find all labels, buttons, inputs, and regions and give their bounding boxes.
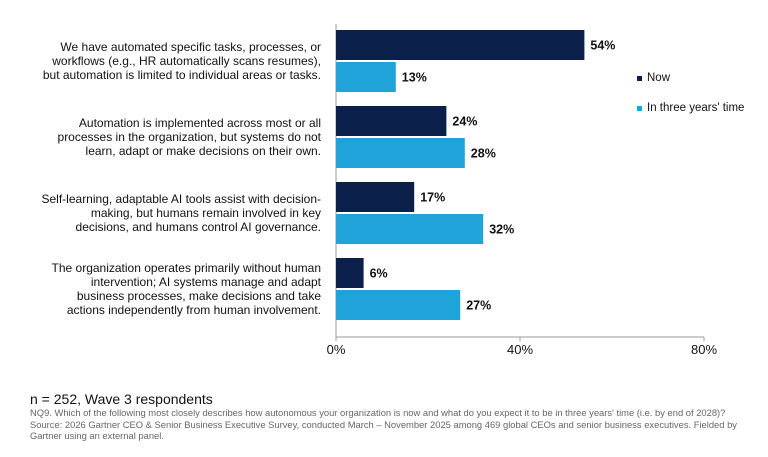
- category-label-line: Self-learning, adaptable AI tools assist…: [41, 192, 322, 206]
- category-label-line: The organization operates primarily with…: [51, 261, 321, 275]
- bar-chart: 0% 40% 80% 54% 13% 24% 28% 17% 32% 6% 27%: [327, 24, 717, 357]
- legend-item: In three years' time: [637, 100, 744, 116]
- category-label-line: making, but humans remain involved in ke…: [90, 206, 321, 220]
- legend-swatch: [637, 105, 642, 111]
- category-label: Automation is implemented across most or…: [21, 116, 321, 158]
- category-label-line: processes in the organization, but syste…: [57, 130, 321, 144]
- data-label: 13%: [402, 71, 427, 85]
- category-label-line: workflows (e.g., HR automatically scans …: [52, 54, 321, 68]
- bar-now-2: [336, 106, 447, 136]
- category-label-line: learn, adapt or make decisions on their …: [85, 144, 321, 158]
- category-label-line: but automation is limited to individual …: [42, 68, 321, 82]
- data-label: 24%: [452, 115, 477, 129]
- category-label: The organization operates primarily with…: [21, 261, 321, 317]
- legend-swatch: [637, 75, 642, 81]
- legend: Now In three years' time: [637, 70, 744, 130]
- data-label: 27%: [466, 299, 491, 313]
- legend-label: Now: [647, 72, 671, 84]
- category-label-line: intervention; AI systems manage and adap…: [90, 275, 321, 289]
- bar-three-years-3: [336, 214, 484, 244]
- category-label-line: business processes, make decisions and t…: [76, 289, 321, 303]
- question-note: NQ9. Which of the following most closely…: [30, 407, 726, 418]
- data-label: 32%: [489, 223, 514, 237]
- category-label: We have automated specific tasks, proces…: [21, 40, 321, 82]
- category-label-line: decisions, and humans control AI governa…: [75, 220, 321, 234]
- data-label: 6%: [370, 267, 388, 281]
- data-label: 17%: [420, 191, 445, 205]
- chart-area: 0% 40% 80% 54% 13% 24% 28% 17% 32% 6% 27% We have …: [21, 24, 744, 357]
- x-tick-label: 0%: [327, 342, 346, 357]
- category-label-line: actions independently from human involve…: [66, 303, 321, 317]
- x-tick-label: 80%: [691, 342, 717, 357]
- data-label: 28%: [471, 147, 496, 161]
- footer: n = 252, Wave 3 respondents NQ9. Which o…: [30, 391, 750, 442]
- category-label-line: We have automated specific tasks, proces…: [60, 40, 321, 54]
- x-tick-label: 40%: [507, 342, 533, 357]
- category-label: Self-learning, adaptable AI tools assist…: [21, 192, 322, 234]
- bar-three-years-1: [336, 62, 396, 92]
- legend-label: In three years' time: [647, 102, 745, 114]
- legend-item: Now: [637, 70, 744, 86]
- data-label: 54%: [590, 39, 615, 53]
- bar-three-years-4: [336, 290, 461, 320]
- bar-three-years-2: [336, 138, 465, 168]
- category-label-line: Automation is implemented across most or…: [78, 116, 321, 130]
- bar-now-4: [336, 258, 364, 288]
- bar-now-3: [336, 182, 415, 212]
- sample-size-note: n = 252, Wave 3 respondents: [30, 391, 213, 407]
- bar-now-1: [336, 30, 585, 60]
- source-note: Source: 2026 Gartner CEO & Senior Busine…: [30, 418, 737, 442]
